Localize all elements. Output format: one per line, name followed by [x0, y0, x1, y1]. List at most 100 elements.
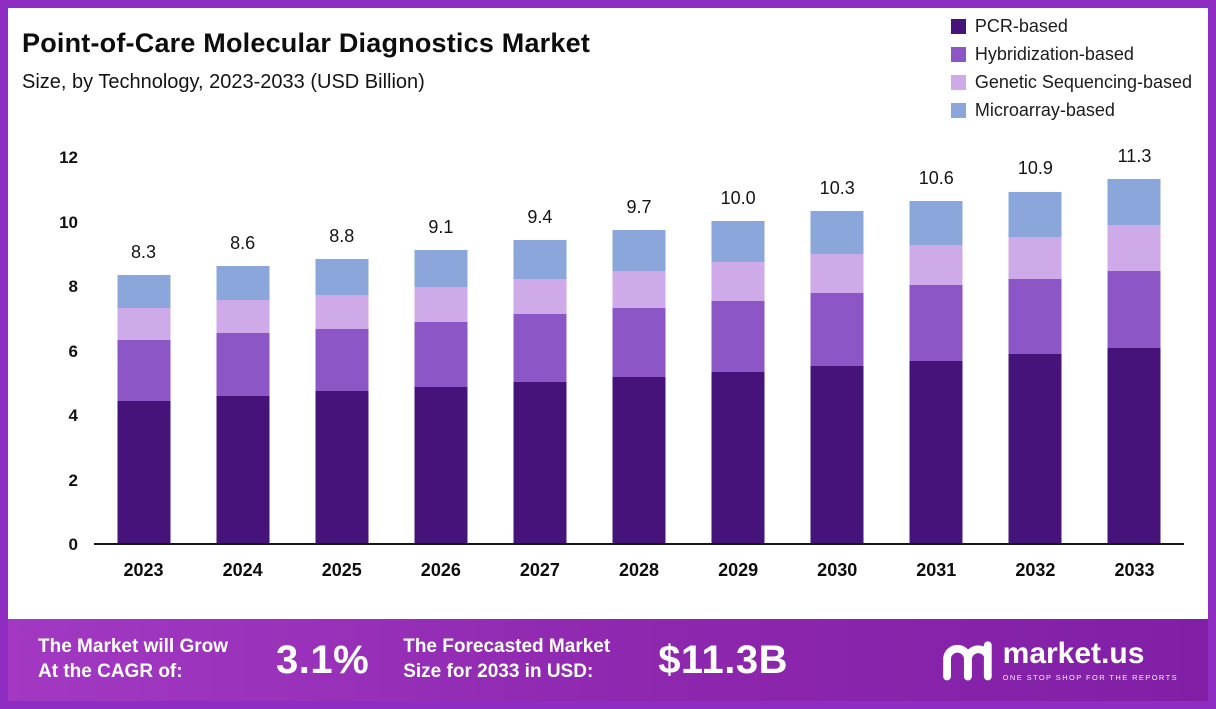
bar-segment-genetic-sequencing-based	[612, 270, 666, 308]
chart-header: Point-of-Care Molecular Diagnostics Mark…	[22, 28, 590, 94]
y-axis: 0 2 4 6 8 10 12	[8, 148, 78, 554]
bar-segment-genetic-sequencing-based	[315, 294, 369, 329]
cagr-label-line2: At the CAGR of:	[38, 661, 183, 682]
bar-total-label: 9.1	[428, 216, 454, 237]
bar-segment-genetic-sequencing-based	[513, 278, 567, 315]
bar-total-label: 9.7	[626, 197, 652, 218]
footer-banner: The Market will Grow At the CAGR of: 3.1…	[8, 619, 1208, 701]
bar-segment-microarray-based	[1008, 191, 1062, 237]
bar-segment-pcr-based	[414, 386, 468, 543]
bar-group-2028: 9.7 2028	[589, 158, 688, 580]
x-axis-label-2033: 2033	[1114, 560, 1155, 580]
bar-total-label: 10.6	[918, 168, 954, 189]
marketus-brand: market.us ONE STOP SHOP FOR THE REPORTS	[941, 638, 1178, 682]
bar-group-2027: 9.4 2027	[490, 158, 589, 580]
marketus-logo-icon	[942, 641, 992, 681]
bar-segment-hybridization-based	[711, 301, 765, 373]
bar-segment-hybridization-based	[1008, 278, 1062, 355]
bar-segment-pcr-based	[513, 381, 567, 543]
bar-segment-pcr-based	[909, 360, 963, 543]
bar-group-2025: 8.8 2025	[292, 158, 391, 580]
legend: PCR-based Hybridization-based Genetic Sequ…	[950, 16, 1192, 121]
bar-stack-2027	[513, 239, 567, 543]
legend-label: Genetic Sequencing-based	[974, 72, 1192, 92]
bar-segment-genetic-sequencing-based	[216, 299, 270, 334]
legend-label: PCR-based	[974, 16, 1068, 36]
bar-segment-pcr-based	[1107, 347, 1161, 543]
bar-segment-hybridization-based	[117, 339, 171, 402]
bar-segment-microarray-based	[117, 275, 171, 308]
bar-stack-2032	[1008, 191, 1062, 543]
bar-segment-genetic-sequencing-based	[711, 262, 765, 302]
brand-text: market.us ONE STOP SHOP FOR THE REPORTS	[1002, 636, 1178, 682]
bar-segment-genetic-sequencing-based	[117, 307, 171, 340]
bar-total-label: 9.4	[527, 206, 553, 227]
bar-segment-pcr-based	[216, 396, 270, 543]
bar-segment-hybridization-based	[909, 285, 963, 361]
x-axis-label-2027: 2027	[519, 560, 560, 580]
x-axis-label-2023: 2023	[123, 560, 164, 580]
bar-segment-pcr-based	[612, 376, 666, 543]
bar-segment-genetic-sequencing-based	[810, 254, 864, 294]
bar-total-label: 8.3	[131, 242, 157, 263]
x-axis-label-2024: 2024	[222, 560, 263, 580]
bar-segment-microarray-based	[414, 249, 468, 287]
bar-segment-genetic-sequencing-based	[414, 286, 468, 323]
bar-segment-microarray-based	[513, 239, 567, 279]
y-axis-label-4: 4	[68, 406, 78, 425]
legend-label: Microarray-based	[974, 100, 1115, 120]
y-axis-label-2: 2	[68, 470, 78, 490]
bar-segment-genetic-sequencing-based	[909, 244, 963, 286]
chart-title: Point-of-Care Molecular Diagnostics Mark…	[22, 28, 591, 58]
x-axis-label-2029: 2029	[718, 560, 759, 580]
bar-stack-2023	[117, 275, 171, 543]
cagr-value: 3.1%	[276, 637, 370, 682]
bar-stack-2025	[315, 259, 369, 543]
bar-stack-2028	[612, 230, 666, 543]
legend-swatch	[950, 19, 966, 34]
cagr-label-line1: The Market will Grow	[38, 636, 229, 658]
bar-group-2024: 8.6 2024	[193, 158, 292, 580]
bar-total-label: 8.6	[230, 232, 256, 253]
bar-total-label: 10.3	[819, 177, 855, 198]
bar-segment-genetic-sequencing-based	[1107, 225, 1161, 271]
bar-segment-pcr-based	[315, 391, 369, 543]
forecast-value: $11.3B	[658, 637, 788, 682]
bar-group-2023: 8.3 2023	[94, 158, 193, 580]
legend-swatch	[950, 75, 966, 90]
legend-swatch	[950, 103, 966, 118]
x-axis-label-2030: 2030	[817, 560, 858, 580]
legend-swatch	[950, 47, 966, 62]
bar-total-label: 10.9	[1017, 158, 1053, 179]
bar-stack-2029	[711, 220, 765, 543]
legend-item-hybridization-based: Hybridization-based	[950, 44, 1192, 65]
y-axis-label-8: 8	[68, 277, 78, 296]
brand-name: market.us	[1002, 636, 1145, 670]
bar-segment-microarray-based	[216, 265, 270, 300]
x-axis-label-2031: 2031	[916, 560, 957, 580]
bar-total-label: 10.0	[720, 187, 756, 208]
bar-segment-hybridization-based	[513, 314, 567, 382]
bar-group-2032: 10.9 2032	[986, 158, 1085, 580]
bar-segment-genetic-sequencing-based	[1008, 236, 1062, 279]
chart-subtitle: Size, by Technology, 2023-2033 (USD Bill…	[22, 71, 425, 93]
bar-segment-hybridization-based	[315, 328, 369, 392]
bar-total-label: 11.3	[1117, 145, 1152, 166]
bar-stack-2030	[810, 210, 864, 543]
y-axis-label-6: 6	[68, 341, 78, 361]
bar-group-2030: 10.3 2030	[788, 158, 887, 580]
bar-segment-hybridization-based	[810, 293, 864, 366]
bar-segment-pcr-based	[117, 401, 171, 543]
x-axis-label-2026: 2026	[420, 560, 461, 580]
bar-segment-microarray-based	[909, 201, 963, 245]
bar-segment-microarray-based	[1107, 178, 1161, 226]
y-axis-label-10: 10	[59, 212, 78, 232]
x-axis-label-2025: 2025	[321, 560, 362, 580]
y-axis-label-0: 0	[68, 535, 78, 554]
bar-segment-microarray-based	[711, 220, 765, 263]
bar-stack-2024	[216, 265, 270, 543]
y-axis-label-12: 12	[59, 148, 78, 167]
bar-group-2031: 10.6 2031	[887, 158, 986, 580]
bar-segment-microarray-based	[315, 259, 369, 295]
